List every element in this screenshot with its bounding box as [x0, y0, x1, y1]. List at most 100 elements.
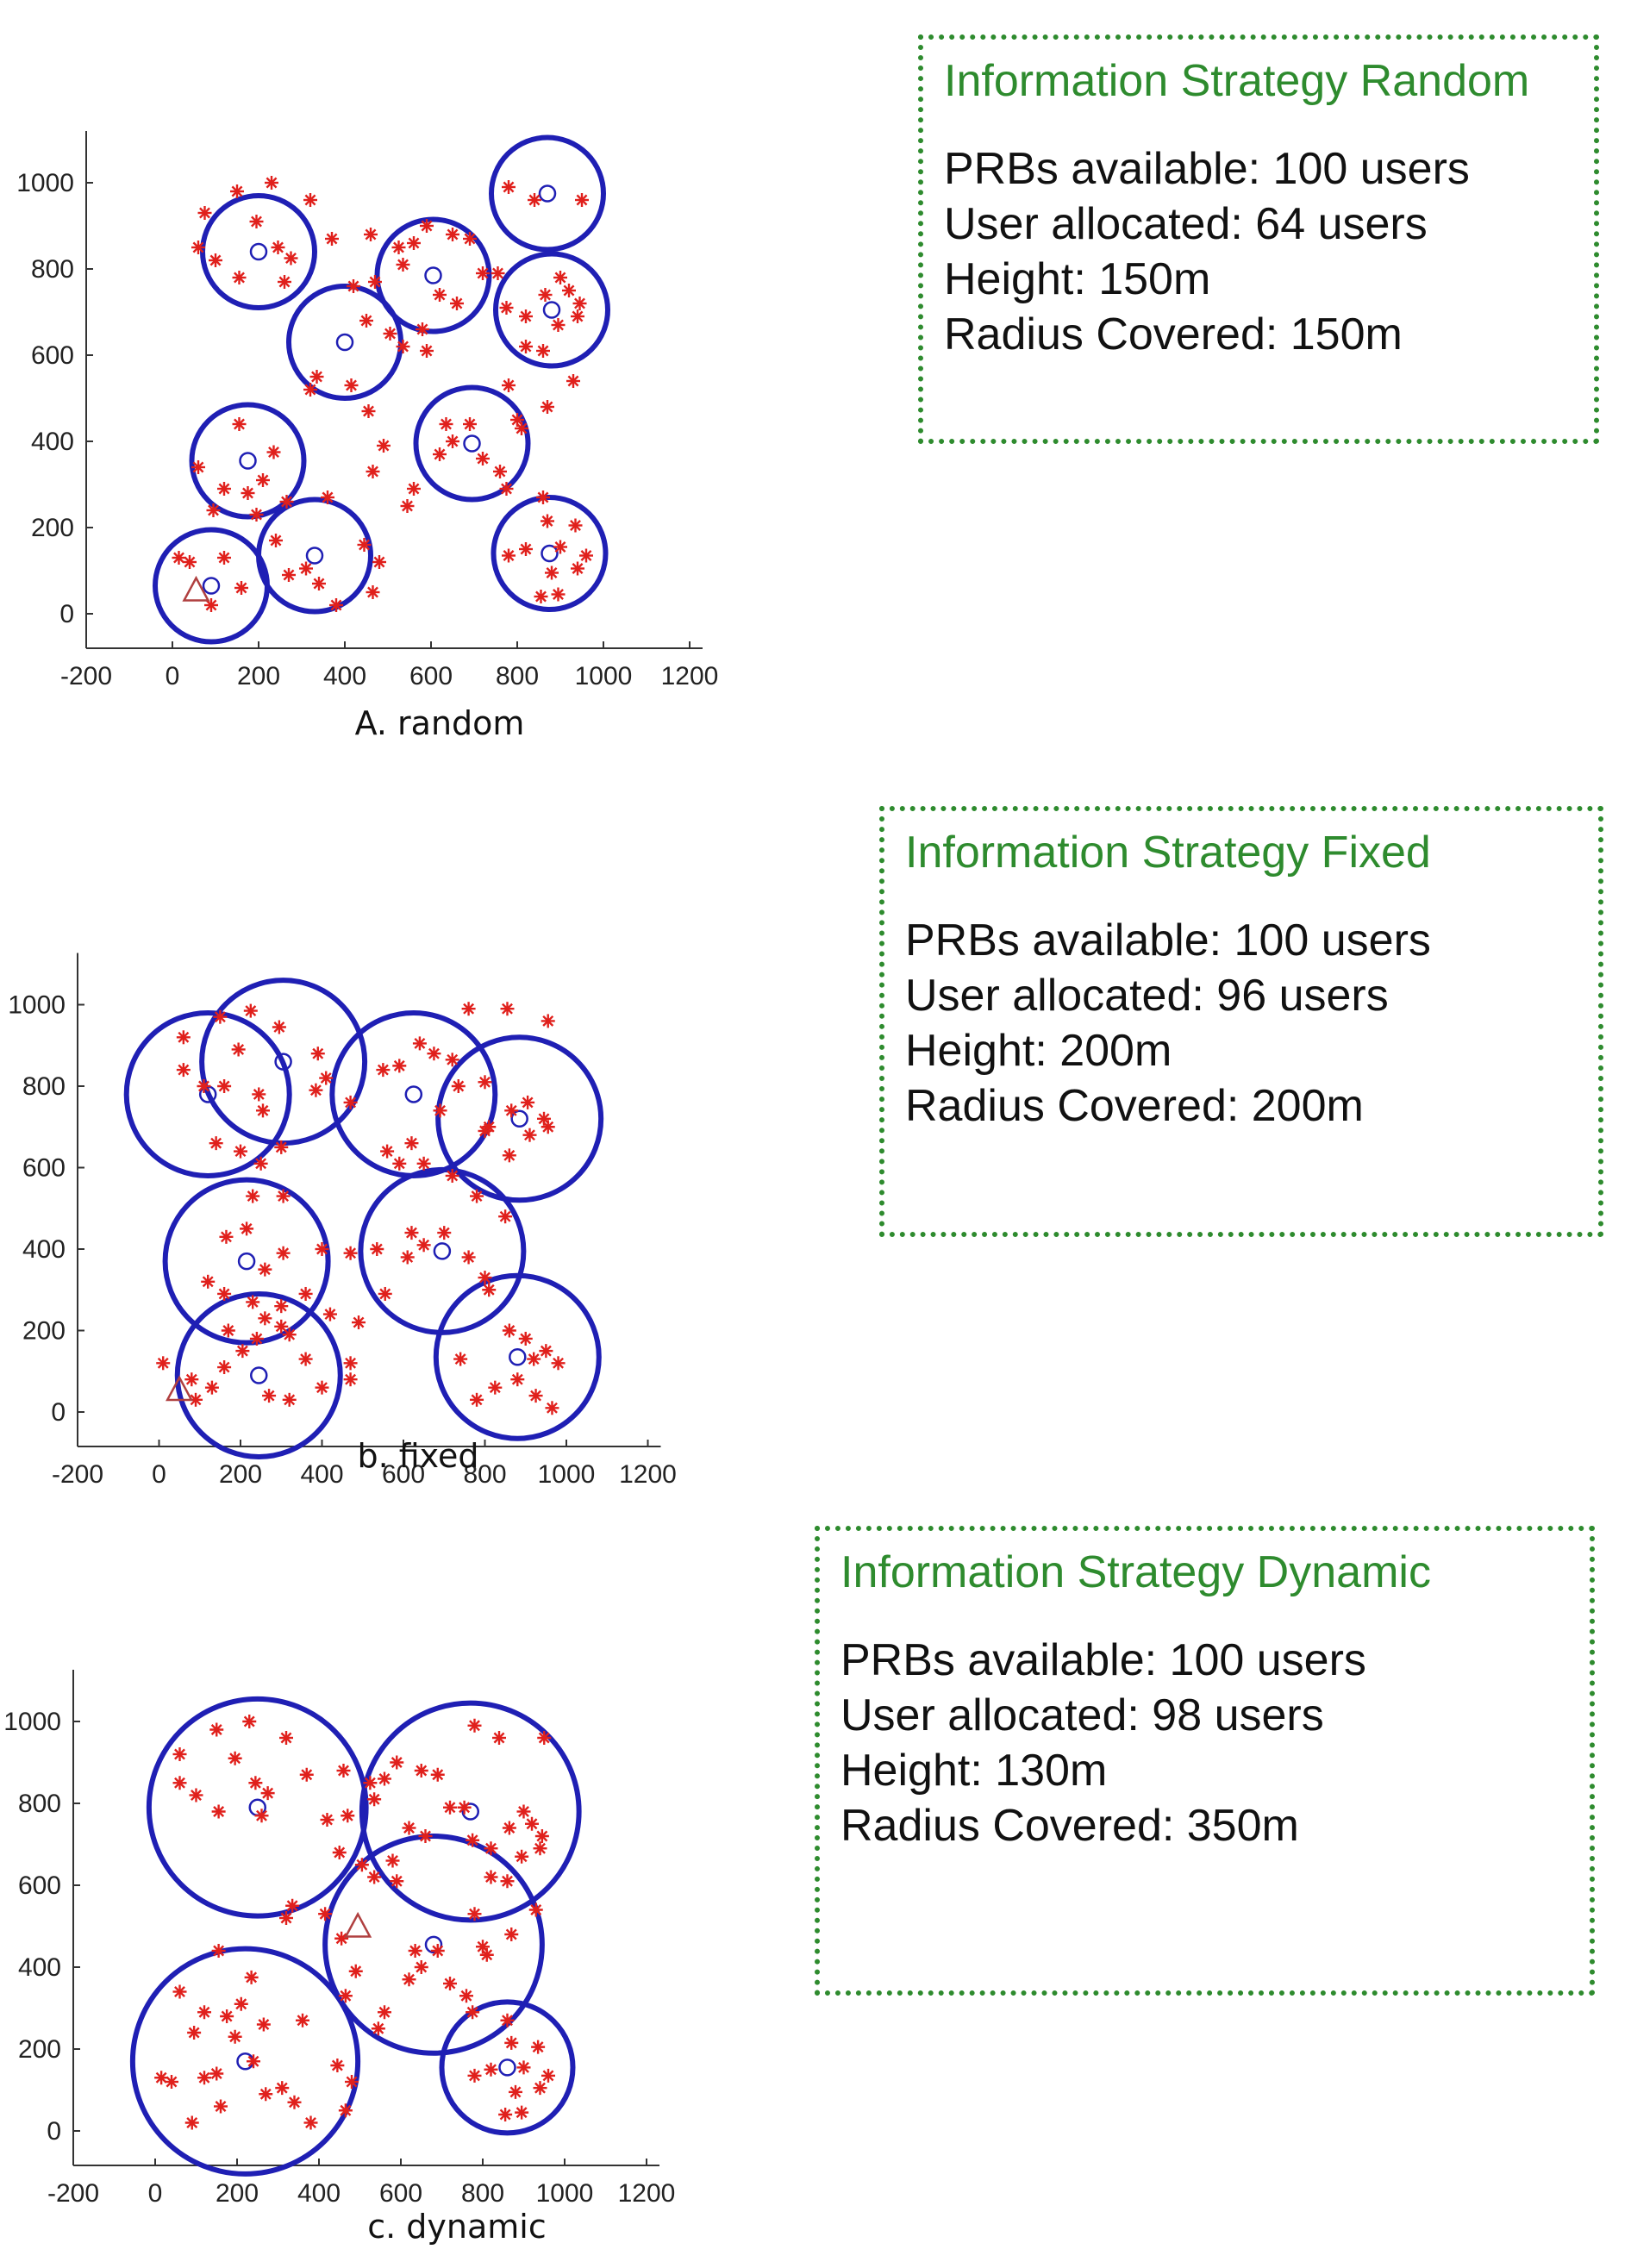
user-point: [457, 1800, 472, 1815]
user-point: [500, 1002, 515, 1016]
user-point: [516, 1804, 531, 1819]
uav-center-marker: [424, 266, 442, 284]
x-tick-label: 400: [323, 662, 366, 690]
user-point: [446, 434, 459, 448]
user-point: [341, 1809, 355, 1823]
user-point: [172, 1747, 187, 1761]
user-point: [527, 1352, 541, 1366]
user-point: [551, 1356, 566, 1371]
user-point: [246, 1295, 260, 1309]
user-point: [189, 1788, 203, 1803]
user-point: [470, 1392, 484, 1407]
user-point: [259, 2087, 273, 2102]
user-point: [232, 271, 247, 284]
user-point: [536, 490, 550, 504]
uav-center-marker: [335, 333, 354, 352]
info-allocated: User allocated: 98 users: [840, 1690, 1324, 1740]
user-point: [416, 1238, 431, 1253]
user-point: [276, 1246, 291, 1260]
user-point: [214, 2099, 228, 2114]
user-point: [500, 1874, 515, 1889]
scatter-plot-random: -200 0 200 400 600 800 1000 1200 0 200 400 600 800 10…: [16, 131, 718, 742]
user-point: [279, 495, 294, 509]
user-point: [228, 1751, 242, 1765]
x-tick-label: 1200: [619, 1460, 677, 1489]
user-point: [276, 1189, 291, 1203]
uav-center-marker: [237, 1252, 256, 1271]
coverage-circle: [146, 1696, 369, 1919]
user-point: [336, 1764, 351, 1778]
user-point: [484, 1841, 498, 1856]
info-prbs: PRBs available: 100 users: [840, 1635, 1366, 1685]
user-point: [312, 577, 326, 590]
user-point: [269, 534, 283, 547]
x-tick-label: 400: [297, 2179, 341, 2208]
user-point: [378, 1771, 391, 1786]
user-point: [396, 258, 410, 272]
user-point: [433, 288, 447, 302]
user-point: [493, 465, 507, 478]
user-point: [213, 1009, 228, 1024]
x-tick-label: 600: [379, 2179, 422, 2208]
user-point: [402, 1972, 416, 1987]
user-point: [197, 1079, 211, 1093]
user-point: [279, 1911, 293, 1925]
x-tick-label: 200: [237, 662, 280, 690]
info-height: Height: 130m: [840, 1746, 1108, 1796]
user-point: [366, 465, 380, 478]
y-tick-label: 400: [18, 1953, 61, 1982]
user-point: [274, 1299, 289, 1314]
user-point: [433, 1103, 447, 1118]
user-point: [522, 1128, 537, 1142]
plot-caption: b. fixed: [357, 1437, 478, 1475]
user-point: [343, 1095, 358, 1109]
user-point: [232, 417, 247, 431]
user-point: [361, 404, 376, 418]
user-point: [209, 253, 222, 267]
info-radius: Radius Covered: 150m: [944, 309, 1403, 359]
scatter-plot-dynamic: -200 0 200 400 600 800 1000 1200 0 200 400 600 800 10…: [3, 1670, 675, 2246]
user-point: [221, 1323, 235, 1338]
user-point: [467, 1907, 482, 1921]
x-tick-label: 0: [148, 2179, 163, 2208]
y-tick-label: 200: [22, 1317, 66, 1346]
user-point: [284, 251, 298, 266]
x-tick-label: 400: [300, 1460, 343, 1489]
user-point: [217, 1286, 232, 1301]
user-point: [234, 1144, 247, 1159]
user-point: [303, 2115, 318, 2130]
user-point: [315, 1242, 329, 1256]
user-point: [282, 568, 296, 582]
uav-center-marker: [461, 1803, 479, 1821]
user-point: [491, 266, 505, 280]
user-point: [519, 340, 533, 353]
user-point: [476, 266, 490, 280]
user-point: [176, 1030, 191, 1045]
panel-dynamic: -200 0 200 400 600 800 1000 1200 0 200 400 600 800 10…: [0, 1491, 1631, 2268]
user-point: [249, 508, 264, 522]
uav-center-marker: [538, 184, 557, 203]
user-point: [372, 555, 386, 569]
user-point: [235, 1344, 250, 1359]
user-point: [209, 1722, 224, 1737]
user-point: [244, 1970, 259, 1984]
coverage-circle: [413, 384, 531, 503]
user-point: [344, 378, 359, 392]
user-point: [234, 1996, 248, 2011]
user-point: [172, 1984, 187, 1999]
user-point: [502, 548, 516, 563]
user-point: [172, 1776, 187, 1790]
user-point: [509, 2084, 522, 2099]
uav-center-marker: [305, 547, 324, 565]
base-station-marker: [166, 1375, 194, 1402]
user-point: [533, 1841, 547, 1856]
user-point: [256, 2017, 271, 2032]
panel-random: -200 0 200 400 600 800 1000 1200 0 200 400 600 800 10…: [0, 0, 1631, 759]
user-point: [534, 1829, 549, 1843]
coverage-circle: [374, 216, 492, 334]
user-point: [274, 1319, 289, 1334]
user-point: [338, 1989, 353, 2003]
info-title: Information Strategy Random: [944, 56, 1530, 106]
user-point: [197, 2005, 211, 2020]
user-point: [201, 1274, 216, 1289]
